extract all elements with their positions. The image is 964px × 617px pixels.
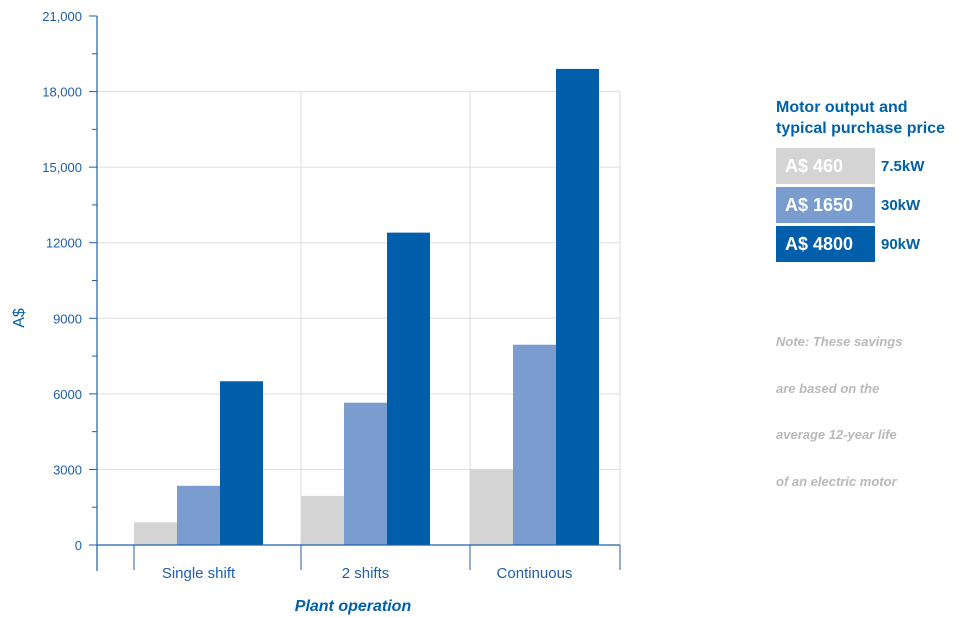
gridlines xyxy=(97,91,621,545)
legend-output-label: 7.5kW xyxy=(881,157,925,175)
legend-item-30kw: A$ 1650 30kW xyxy=(776,186,964,224)
y-tick-label: 18,000 xyxy=(42,85,82,100)
bar xyxy=(344,402,387,545)
bar xyxy=(470,469,513,545)
note: Note: These savings are based on the ave… xyxy=(776,333,964,519)
y-tick-label: 9000 xyxy=(53,311,82,326)
legend-title-line2: typical purchase price xyxy=(776,120,945,137)
y-tick-label: 6000 xyxy=(53,387,82,402)
y-tick-label: 21,000 xyxy=(42,9,82,24)
x-tick-label: Continuous xyxy=(497,565,573,582)
legend-item-7-5kw: A$ 460 7.5kW xyxy=(776,147,964,185)
legend-item-90kw: A$ 4800 90kW xyxy=(776,225,964,263)
note-line: average 12-year life xyxy=(776,427,897,442)
bar xyxy=(134,522,177,545)
bar xyxy=(301,495,344,545)
y-tick-label: 0 xyxy=(75,538,82,553)
x-tick-label: 2 shifts xyxy=(342,565,390,582)
note-line: of an electric motor xyxy=(776,473,897,489)
bars xyxy=(134,68,599,546)
y-tick-label: 12000 xyxy=(46,236,82,251)
legend-swatch-price: A$ 1650 xyxy=(776,187,875,223)
bar xyxy=(513,344,556,545)
y-tick-label: 15,000 xyxy=(42,160,82,175)
legend-output-label: 30kW xyxy=(881,196,921,214)
bar xyxy=(220,381,263,545)
bar xyxy=(556,68,599,546)
bar xyxy=(177,485,220,545)
y-axis-title: A$ xyxy=(11,308,28,328)
note-line: Note: These savings xyxy=(776,334,903,349)
axes xyxy=(89,15,621,571)
legend-output-label: 90kW xyxy=(881,235,921,253)
x-tick-label: Single shift xyxy=(162,565,236,582)
x-category-labels: Single shift 2 shifts Continuous xyxy=(162,565,573,582)
bar xyxy=(387,232,430,545)
y-tick-label: 3000 xyxy=(53,462,82,477)
x-axis-title: Plant operation xyxy=(295,598,412,615)
legend-swatch-price: A$ 460 xyxy=(776,148,875,184)
note-line: are based on the xyxy=(776,380,880,396)
legend: Motor output and typical purchase price … xyxy=(776,97,964,264)
legend-title-line1: Motor output and xyxy=(776,99,908,116)
legend-swatch-price: A$ 4800 xyxy=(776,226,875,262)
legend-title: Motor output and typical purchase price xyxy=(776,97,964,139)
y-tick-labels: 0 3000 6000 9000 12000 15,000 18,000 21,000 xyxy=(42,9,82,553)
